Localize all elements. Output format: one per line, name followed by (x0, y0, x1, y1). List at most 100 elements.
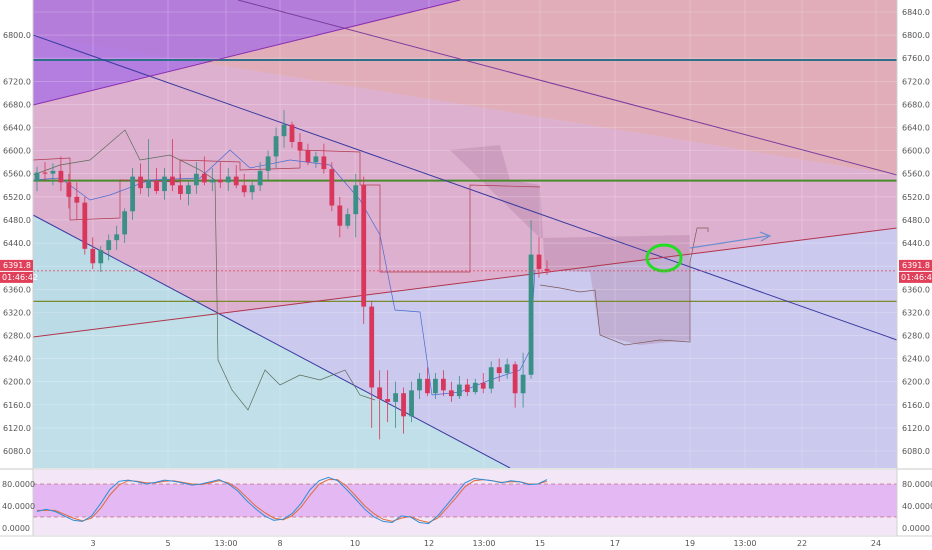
candle[interactable] (496, 358, 502, 382)
candle-body (520, 374, 526, 394)
svg-text:01:46:42: 01:46:42 (901, 273, 932, 282)
candle[interactable] (178, 173, 183, 200)
candle[interactable] (337, 196, 343, 238)
candle-body (209, 179, 215, 183)
candle-body (74, 196, 80, 203)
candle[interactable] (42, 162, 48, 181)
right-price-tick: 6280.0 (902, 331, 930, 340)
candle[interactable] (106, 234, 112, 261)
candle[interactable] (488, 361, 494, 394)
candle[interactable] (162, 167, 167, 200)
candle[interactable] (417, 373, 422, 400)
candle-body (464, 384, 470, 393)
candle-body (305, 150, 311, 163)
oscillator-axis[interactable]: 80.0000 80.0000 40.0000 40.0000 0.0000 0.0000 (2, 480, 932, 533)
candle-body (321, 156, 327, 170)
candle[interactable] (90, 237, 96, 270)
candle[interactable] (401, 387, 406, 434)
candle[interactable] (225, 167, 231, 192)
candle[interactable] (433, 373, 438, 400)
candle[interactable] (385, 370, 391, 423)
candle-body (281, 124, 287, 137)
pitchfork-median-line (33, 34, 897, 341)
candle[interactable] (504, 358, 510, 379)
right-price-tick: 6160.0 (902, 401, 930, 410)
candle[interactable] (472, 378, 478, 395)
candle[interactable] (289, 121, 295, 148)
candle[interactable] (544, 260, 550, 275)
candle[interactable] (448, 381, 454, 402)
candle[interactable] (58, 156, 64, 192)
candle[interactable] (201, 156, 207, 186)
right-price-axis[interactable]: 6840.0 6800.0 6760.0 6720.0 6680.0 6640.0 6600… (902, 8, 930, 456)
main-plot-area[interactable] (33, 0, 897, 468)
candle[interactable] (193, 162, 199, 194)
candle[interactable] (241, 173, 247, 197)
candle[interactable] (265, 150, 271, 180)
candle[interactable] (520, 352, 526, 408)
candle-body (496, 367, 502, 374)
candle[interactable] (456, 375, 462, 400)
candle[interactable] (369, 300, 375, 428)
candle[interactable] (329, 162, 335, 212)
candle[interactable] (66, 173, 72, 209)
candle[interactable] (425, 367, 430, 397)
time-tick: 15 (535, 539, 545, 548)
candle[interactable] (233, 165, 239, 189)
candle[interactable] (209, 167, 215, 192)
candle[interactable] (464, 378, 470, 397)
candle[interactable] (409, 381, 414, 423)
candles[interactable] (34, 110, 550, 440)
candle[interactable] (170, 139, 175, 192)
candle-body (337, 205, 343, 226)
right-price-tick: 6720.0 (902, 77, 930, 86)
candle[interactable] (345, 208, 351, 229)
candle-body (433, 378, 438, 394)
candle[interactable] (441, 370, 446, 397)
candle[interactable] (297, 133, 303, 157)
candle[interactable] (361, 176, 367, 324)
candle[interactable] (377, 370, 383, 440)
candle[interactable] (512, 361, 518, 408)
right-price-badge: 6391.8 01:46:42 (899, 259, 932, 283)
candle[interactable] (74, 182, 80, 220)
candle[interactable] (130, 167, 136, 220)
candle[interactable] (528, 219, 534, 379)
time-tick: 13:00 (472, 539, 495, 548)
candle-body (265, 156, 271, 171)
candle[interactable] (82, 196, 88, 255)
candle[interactable] (98, 245, 104, 272)
candle[interactable] (536, 237, 542, 278)
candle[interactable] (281, 110, 287, 148)
candle[interactable] (273, 127, 279, 168)
oscillator-pane[interactable] (33, 470, 897, 535)
candle[interactable] (122, 208, 128, 244)
candle[interactable] (257, 162, 263, 192)
pitchfork-region-fill (33, 35, 897, 337)
candle[interactable] (249, 179, 255, 200)
candle-body (233, 176, 239, 186)
right-price-tick: 6600.0 (902, 147, 930, 156)
oscillator-band (33, 484, 897, 517)
candle[interactable] (186, 179, 191, 206)
candle[interactable] (321, 143, 327, 174)
left-price-tick: 6680.0 (3, 100, 31, 109)
candle-body (329, 169, 335, 206)
candle[interactable] (138, 163, 143, 194)
candle[interactable] (217, 162, 223, 189)
candle[interactable] (50, 163, 56, 186)
time-axis[interactable]: 3 5 13:00 8 10 12 13:00 15 17 19 13:00 22 24 (90, 539, 881, 548)
candle[interactable] (34, 166, 40, 192)
candle[interactable] (313, 151, 319, 168)
candle[interactable] (305, 143, 311, 166)
candle[interactable] (393, 381, 398, 428)
left-price-axis[interactable]: 6800.0 6720.0 6680.0 6640.0 6600.0 6560.0 6520… (3, 31, 31, 456)
right-price-tick: 6080.0 (902, 447, 930, 456)
candle[interactable] (154, 167, 159, 194)
candle[interactable] (114, 225, 120, 250)
candle[interactable] (146, 139, 151, 197)
candle[interactable] (353, 173, 359, 238)
time-tick: 13:00 (733, 539, 756, 548)
candle[interactable] (480, 373, 486, 394)
